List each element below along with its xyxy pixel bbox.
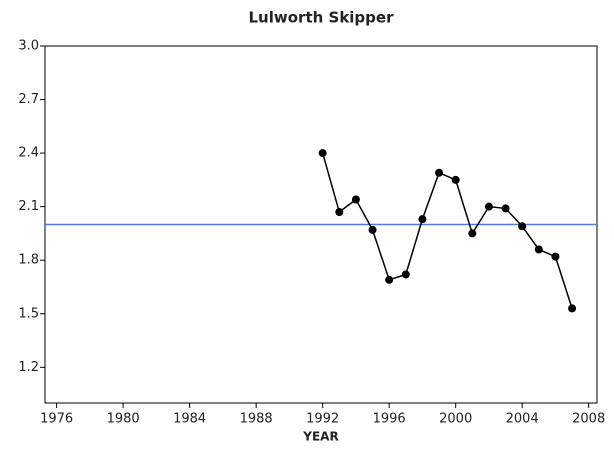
y-tick-label: 1.2: [18, 360, 39, 375]
data-point: [484, 202, 493, 211]
data-point: [368, 225, 377, 234]
data-point: [568, 304, 577, 313]
x-tick-label: 1992: [306, 412, 339, 427]
data-point: [351, 195, 360, 204]
data-point: [435, 168, 444, 177]
y-tick-label: 1.8: [18, 253, 39, 268]
data-point: [501, 204, 510, 213]
x-tick-label: 2004: [506, 412, 539, 427]
y-tick-label: 2.7: [18, 92, 39, 107]
x-tick-label: 1976: [40, 412, 73, 427]
x-tick-label: 1988: [240, 412, 273, 427]
data-point: [418, 215, 427, 224]
chart-title: Lulworth Skipper: [249, 9, 395, 27]
data-point: [468, 229, 477, 238]
series-line: [321, 152, 573, 309]
x-tick-label: 1996: [373, 412, 406, 427]
x-axis-label: YEAR: [302, 430, 338, 444]
data-point: [551, 252, 560, 261]
y-tick-label: 3.0: [18, 39, 39, 54]
x-tick-label: 1980: [107, 412, 140, 427]
x-tick-label: 2008: [572, 412, 605, 427]
data-point: [335, 208, 344, 217]
data-point: [385, 275, 394, 284]
y-tick-label: 2.4: [18, 146, 39, 161]
data-point: [451, 175, 460, 184]
y-tick-label: 1.5: [18, 306, 39, 321]
data-point: [534, 245, 543, 254]
y-tick-label: 2.1: [18, 199, 39, 214]
data-point: [318, 149, 327, 158]
x-tick-label: 1984: [173, 412, 206, 427]
x-tick-label: 2000: [439, 412, 472, 427]
data-point: [518, 222, 527, 231]
data-point: [401, 270, 410, 279]
